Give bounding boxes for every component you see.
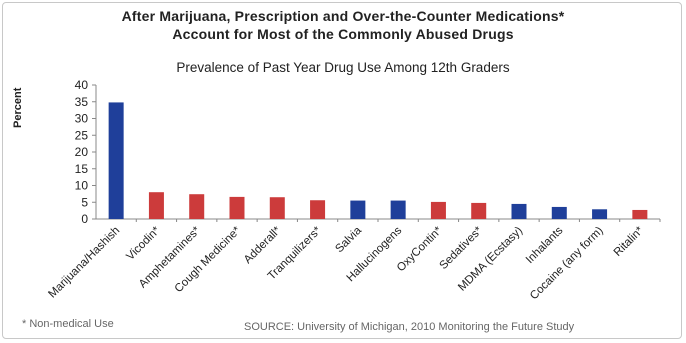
- bar: [430, 201, 446, 219]
- bar: [189, 194, 205, 219]
- bar: [229, 196, 245, 219]
- y-tick-label: 35: [75, 95, 89, 109]
- bar: [269, 197, 285, 219]
- y-tick-label: 20: [75, 145, 89, 159]
- source-note: SOURCE: University of Michigan, 2010 Mon…: [244, 321, 575, 333]
- bar: [108, 102, 124, 219]
- x-tick-label: Inhalants: [524, 224, 566, 266]
- y-tick-label: 40: [75, 78, 89, 92]
- bar: [390, 200, 406, 219]
- y-tick-label: 10: [75, 179, 89, 193]
- x-tick-label: Ritalin*: [612, 224, 647, 259]
- chart-subtitle: Prevalence of Past Year Drug Use Among 1…: [176, 60, 510, 75]
- x-tick-label: Marijuana/Hashish: [46, 225, 122, 301]
- bar: [148, 192, 164, 219]
- bar: [471, 202, 487, 219]
- y-tick-label: 0: [81, 212, 88, 226]
- x-tick-label: Cocaine (any form): [528, 225, 606, 303]
- footnote: * Non-medical Use: [22, 318, 114, 330]
- chart-title: After Marijuana, Prescription and Over-t…: [121, 8, 565, 24]
- bar: [350, 200, 366, 219]
- bar: [551, 206, 567, 219]
- y-tick-label: 15: [75, 162, 89, 176]
- y-tick-label: 25: [75, 128, 89, 142]
- bar: [632, 209, 648, 219]
- x-tick-label: Adderall*: [242, 224, 284, 266]
- bar: [310, 200, 326, 219]
- y-tick-label: 30: [75, 112, 89, 126]
- x-tick-label: Salvia: [333, 224, 364, 255]
- x-tick-label: Vicodin*: [124, 224, 163, 263]
- y-tick-label: 5: [81, 195, 88, 209]
- chart-title-line2: Account for Most of the Commonly Abused …: [172, 26, 514, 42]
- bar: [511, 203, 527, 219]
- bar: [592, 209, 608, 219]
